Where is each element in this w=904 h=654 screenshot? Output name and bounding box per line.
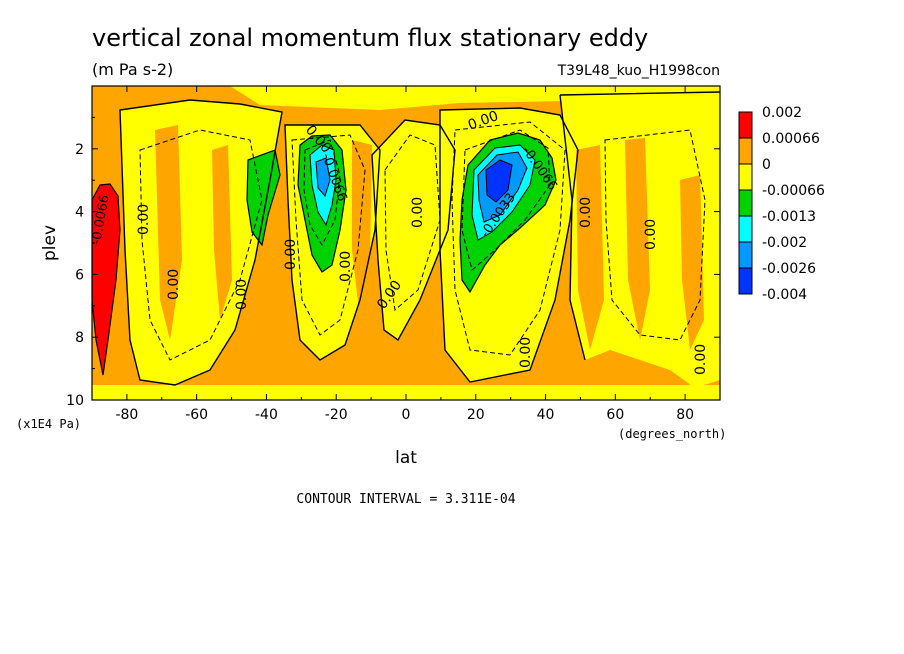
x-axis-label: lat xyxy=(395,448,417,468)
x-axis: -80 -60 -40 -20 0 20 40 60 80 xyxy=(115,86,694,423)
x-tick-label: 20 xyxy=(467,407,485,423)
orange-tongue-1 xyxy=(155,125,182,340)
dashed-contour-4 xyxy=(384,134,441,311)
chart-title: vertical zonal momentum flux stationary … xyxy=(92,24,648,52)
legend-swatch xyxy=(738,111,753,139)
legend-level-label: 0 xyxy=(762,157,771,173)
orange-tongue-5 xyxy=(625,138,650,340)
yellow-band-equator xyxy=(372,120,455,340)
legend-level-label: -0.00066 xyxy=(762,183,825,199)
contour-label-7: 0.00 xyxy=(338,251,354,282)
legend-level-label: -0.004 xyxy=(762,287,807,303)
zero-contour-3 xyxy=(371,119,456,342)
y-axis-label: plev xyxy=(40,225,60,261)
zero-contour-2 xyxy=(284,124,381,361)
contour-label-5: 0.00 xyxy=(234,279,250,310)
contour-label-4: 0.00 xyxy=(166,269,182,300)
contour-lines xyxy=(119,91,720,386)
blue-core-south xyxy=(315,157,331,198)
zero-contour-5 xyxy=(559,91,720,361)
x-tick-label: 40 xyxy=(537,407,555,423)
chart-units: (m Pa s-2) xyxy=(92,60,173,79)
x-tick-label: -20 xyxy=(325,407,348,423)
x-tick-label: -60 xyxy=(185,407,208,423)
contour-interval-note: CONTOUR INTERVAL = 3.311E-04 xyxy=(296,492,515,507)
legend-level-label: 0.002 xyxy=(762,105,802,121)
contour-label-12: 0.00 xyxy=(643,219,659,250)
y-tick-label: 6 xyxy=(75,267,84,283)
x-tick-label: 0 xyxy=(402,407,411,423)
dashed-contour-7 xyxy=(303,139,341,247)
orange-tongue-3 xyxy=(352,140,372,320)
legend-swatch xyxy=(738,137,753,165)
y-tick-label: 8 xyxy=(75,330,84,346)
y-tick-label: 10 xyxy=(66,393,84,409)
contour-label-11: 0.00 xyxy=(578,197,594,228)
contour-label-3: 0.00 xyxy=(136,204,152,235)
contour-label-10: 0.00 xyxy=(518,337,534,368)
y-axis-units: (x1E4 Pa) xyxy=(16,417,81,431)
dark-blue-core-north xyxy=(485,159,513,203)
legend-level-label: 0.00066 xyxy=(762,131,820,147)
legend-level-label: -0.002 xyxy=(762,235,807,251)
legend-swatch xyxy=(738,163,753,191)
legend-swatch xyxy=(738,215,753,243)
color-legend: 0.002 0.00066 0 -0.00066 -0.0013 -0.002 -0.002… xyxy=(738,105,825,303)
legend-swatch xyxy=(738,267,753,295)
y-axis: 2 4 6 8 10 xyxy=(66,116,720,409)
contour-label-13: 0.00 xyxy=(693,344,709,375)
filled-contours: 0.00 0.00 0.00 0.00 0.00 0.00 0.00 0.00 … xyxy=(92,86,720,400)
orange-tongue-2 xyxy=(212,145,232,320)
y-tick-label: 4 xyxy=(75,205,84,221)
orange-tongue-4 xyxy=(576,145,604,350)
negative-cores xyxy=(309,144,536,241)
x-tick-label: -40 xyxy=(255,407,278,423)
legend-swatch xyxy=(738,189,753,217)
contour-label-6: 0.00 xyxy=(283,239,299,270)
yellow-band-bottom xyxy=(92,385,720,400)
dashed-contour-2 xyxy=(291,134,366,336)
dashed-contour-5 xyxy=(461,129,551,271)
x-tick-label: 60 xyxy=(606,407,624,423)
red-positive-region xyxy=(92,183,121,376)
legend-level-label: -0.0013 xyxy=(762,209,816,225)
yellow-band-top xyxy=(230,86,720,110)
x-axis-units: (degrees_north) xyxy=(618,427,726,441)
x-tick-label: 80 xyxy=(676,407,694,423)
dashed-contour-1 xyxy=(139,129,263,361)
contour-label-9: 0.00 xyxy=(410,197,426,228)
legend-swatch xyxy=(738,241,753,269)
zero-contour-1 xyxy=(119,99,283,386)
legend-level-label: -0.0026 xyxy=(762,261,816,277)
orange-tongues xyxy=(155,125,704,350)
orange-tongue-6 xyxy=(680,175,704,350)
run-label: T39L48_kuo_H1998con xyxy=(557,63,720,79)
x-tick-label: -80 xyxy=(115,407,138,423)
y-tick-label: 2 xyxy=(75,142,84,158)
dashed-contour-6 xyxy=(604,129,706,341)
dashed-contour-3 xyxy=(451,121,566,356)
zero-contour-4 xyxy=(439,107,579,383)
